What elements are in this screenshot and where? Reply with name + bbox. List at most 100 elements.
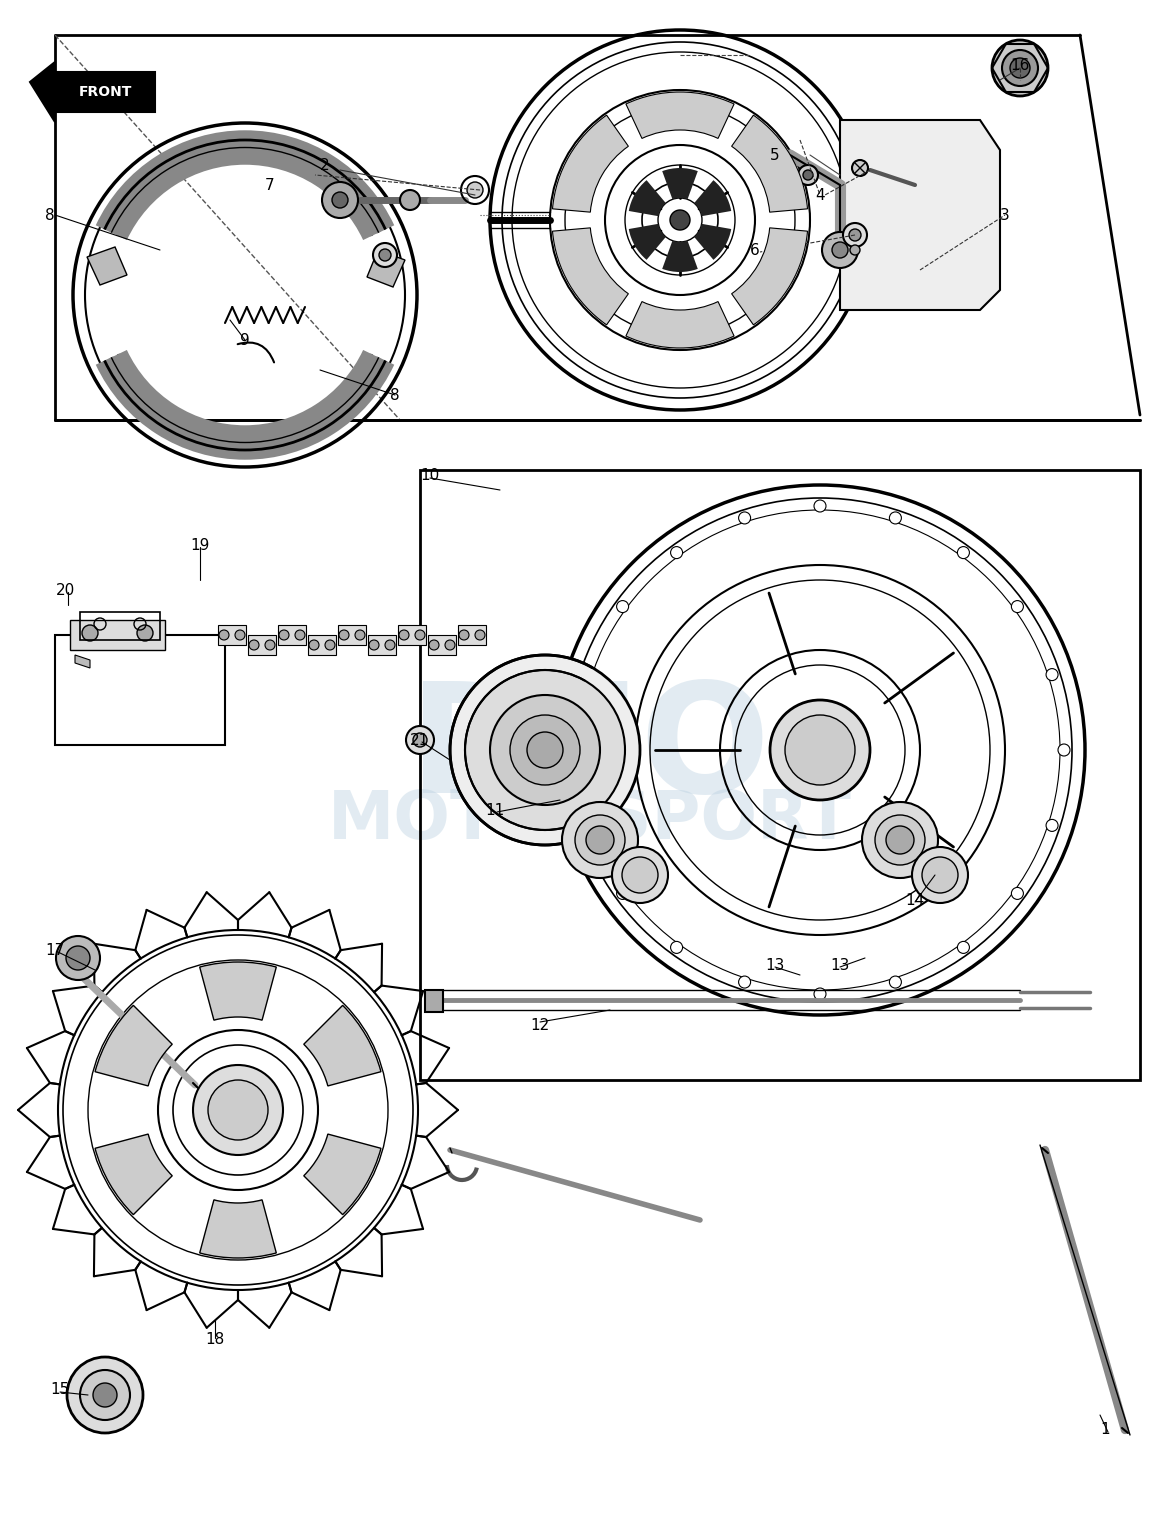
Text: 14: 14 [905, 893, 925, 907]
Circle shape [671, 547, 683, 559]
Circle shape [94, 1383, 117, 1408]
Circle shape [616, 887, 629, 899]
Circle shape [1011, 887, 1023, 899]
Polygon shape [397, 625, 426, 645]
Text: FRONT: FRONT [78, 85, 132, 99]
Wedge shape [625, 92, 734, 139]
Text: 13: 13 [830, 958, 850, 972]
Circle shape [739, 976, 750, 989]
Circle shape [786, 715, 855, 785]
Circle shape [369, 641, 379, 650]
Text: DEO: DEO [409, 676, 770, 824]
Text: 3: 3 [1001, 208, 1010, 222]
Circle shape [450, 654, 639, 845]
Circle shape [379, 249, 390, 260]
Bar [55, 634, 224, 745]
Circle shape [235, 630, 245, 641]
Circle shape [957, 547, 969, 559]
Circle shape [400, 189, 420, 209]
Circle shape [670, 209, 690, 229]
Circle shape [325, 641, 336, 650]
Circle shape [82, 625, 98, 641]
Circle shape [1046, 819, 1058, 832]
Circle shape [957, 941, 969, 953]
Circle shape [527, 732, 563, 768]
Circle shape [445, 641, 455, 650]
Text: 11: 11 [485, 802, 505, 818]
Circle shape [459, 630, 469, 641]
Circle shape [475, 630, 485, 641]
Circle shape [814, 500, 826, 511]
Polygon shape [367, 249, 404, 286]
Circle shape [876, 815, 925, 865]
Polygon shape [248, 634, 276, 654]
Circle shape [1010, 59, 1030, 79]
Circle shape [415, 630, 426, 641]
Circle shape [586, 825, 614, 855]
Wedge shape [662, 240, 698, 273]
Circle shape [890, 976, 901, 989]
Polygon shape [217, 625, 245, 645]
Wedge shape [200, 962, 276, 1019]
Circle shape [582, 668, 594, 681]
Text: 19: 19 [191, 537, 209, 553]
Circle shape [582, 819, 594, 832]
Text: 16: 16 [1010, 57, 1030, 72]
Circle shape [739, 511, 750, 524]
Circle shape [843, 223, 867, 246]
Circle shape [671, 941, 683, 953]
Circle shape [1002, 49, 1038, 86]
Circle shape [562, 802, 638, 878]
Circle shape [137, 625, 153, 641]
Text: 1: 1 [1100, 1423, 1109, 1437]
Circle shape [575, 815, 625, 865]
Polygon shape [75, 654, 90, 668]
Circle shape [922, 856, 959, 893]
Text: 17: 17 [46, 942, 64, 958]
Circle shape [616, 601, 629, 613]
Circle shape [852, 160, 869, 176]
Text: 5: 5 [770, 148, 780, 163]
Text: 12: 12 [531, 1018, 549, 1032]
Wedge shape [304, 1133, 381, 1215]
Wedge shape [200, 1200, 276, 1258]
Circle shape [490, 695, 600, 805]
Polygon shape [70, 621, 165, 650]
Circle shape [65, 946, 90, 970]
Polygon shape [87, 246, 127, 285]
Polygon shape [428, 634, 456, 654]
Text: MOTORSPORT: MOTORSPORT [328, 787, 852, 853]
Text: 18: 18 [206, 1332, 224, 1348]
Circle shape [56, 936, 101, 979]
Circle shape [295, 630, 305, 641]
Text: 7: 7 [265, 177, 275, 192]
Circle shape [355, 630, 365, 641]
Text: 8: 8 [390, 388, 400, 402]
Circle shape [208, 1080, 268, 1140]
Circle shape [822, 233, 858, 268]
Text: 20: 20 [55, 582, 75, 598]
Circle shape [406, 725, 434, 755]
Circle shape [510, 715, 580, 785]
Wedge shape [694, 223, 732, 260]
Circle shape [886, 825, 914, 855]
Circle shape [309, 641, 319, 650]
Polygon shape [841, 120, 999, 310]
Wedge shape [304, 1006, 381, 1086]
Circle shape [413, 733, 427, 747]
Polygon shape [30, 62, 155, 122]
Text: 6: 6 [750, 242, 760, 257]
Text: 4: 4 [815, 188, 825, 202]
Text: 9: 9 [240, 333, 250, 348]
Polygon shape [338, 625, 366, 645]
Circle shape [849, 229, 862, 240]
Circle shape [265, 641, 275, 650]
Circle shape [832, 242, 848, 259]
Wedge shape [625, 302, 734, 348]
Wedge shape [553, 116, 629, 213]
Circle shape [321, 182, 358, 219]
Circle shape [429, 641, 440, 650]
Text: 10: 10 [421, 468, 440, 482]
Wedge shape [662, 168, 698, 199]
Text: 13: 13 [766, 958, 784, 972]
